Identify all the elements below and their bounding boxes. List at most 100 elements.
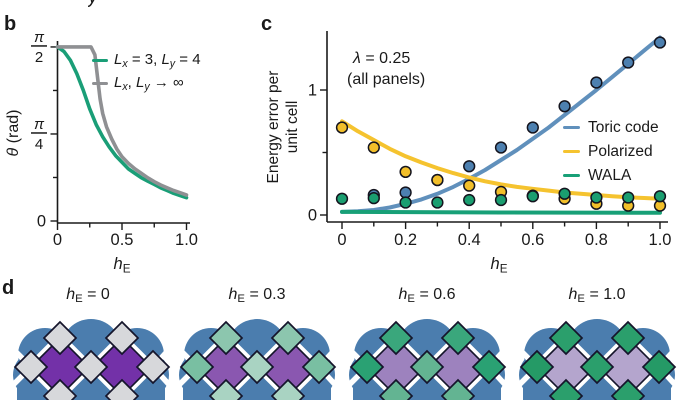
vertex-diamond [239, 349, 275, 385]
data-point [622, 56, 635, 69]
series-line-0 [55, 45, 189, 200]
data-point [399, 165, 412, 179]
x-tick-label: 0.2 [394, 231, 417, 249]
lattice-label-h06: hE = 0.6 [398, 286, 456, 306]
data-point [367, 141, 380, 154]
legend-swatch [92, 58, 108, 63]
panel-c-annotation: λ = 0.25 (all panels) [347, 48, 425, 90]
vertex-diamond [42, 378, 78, 400]
legend-label: WALA [588, 166, 632, 184]
legend-label: Lx, Ly → ∞ [114, 73, 184, 93]
data-point [399, 186, 412, 199]
legend-swatch [563, 149, 580, 154]
lattice-1 [172, 319, 343, 400]
data-point [431, 173, 444, 187]
lattice-2 [342, 319, 513, 400]
legend-item: Lx = 3, Ly = 4 [92, 51, 201, 70]
vertex-diamond [135, 349, 171, 385]
vertex-diamond [579, 349, 615, 385]
dots-2 [335, 187, 667, 209]
panel-c-legend: Toric code Polarized WALA [563, 118, 659, 185]
panel-c-y-axis-title: Energy error per unit cell [264, 42, 302, 212]
legend-item: Toric code [563, 118, 659, 137]
legend-item: WALA [563, 166, 659, 185]
vertex-diamond [440, 320, 476, 356]
vertex-diamond [104, 320, 140, 356]
y-axis-title-line2: unit cell [284, 100, 301, 154]
legend-swatch [563, 125, 580, 130]
lattice-label-h0: hE = 0 [66, 286, 110, 306]
panel-b-legend: Lx = 3, Ly = 4 Lx, Ly → ∞ [92, 51, 201, 93]
panel-b-label: b [4, 13, 17, 35]
data-point [463, 160, 476, 173]
x-tick-label: 0 [337, 231, 346, 249]
vertex-diamond [440, 378, 476, 400]
data-point [558, 100, 571, 113]
y-tick-fraction-den: 2 [35, 49, 43, 66]
vertex-diamond [179, 349, 215, 385]
data-point [526, 121, 539, 134]
lattice-label-h10: hE = 1.0 [568, 286, 626, 306]
vertex-diamond [13, 349, 49, 385]
vertex-diamond [471, 349, 507, 385]
panel-b-plot: 0 0.5 1.0 0 π 4 π 2 [31, 29, 198, 249]
y-tick-label: 0 [37, 213, 46, 231]
panel-c-plot: 0 0.2 0.4 0.6 0.8 1.0 0 1 [308, 31, 672, 249]
data-point [590, 76, 603, 89]
panel-c-x-axis-title: hE [490, 255, 508, 276]
x-tick-label: 1.0 [649, 231, 672, 249]
vertex-diamond [104, 378, 140, 400]
legend-swatch [92, 81, 108, 86]
data-point [653, 36, 667, 49]
vertex-diamond [349, 349, 385, 385]
lattice-0 [6, 319, 177, 400]
panel-b-x-axis-title: hE [113, 255, 131, 276]
legend-item: Lx, Ly → ∞ [92, 74, 201, 93]
vertex-diamond [641, 349, 677, 385]
vertex-diamond [409, 349, 445, 385]
legend-label: Lx = 3, Ly = 4 [114, 51, 201, 70]
vertex-diamond [378, 378, 414, 400]
data-point [463, 179, 476, 192]
vertex-diamond [42, 320, 78, 356]
data-point [494, 141, 508, 154]
data-point [494, 193, 508, 207]
vertex-diamond [610, 320, 646, 356]
y-tick-label: 0 [308, 207, 317, 225]
fit-line-1 [340, 119, 662, 201]
panel-c-label: c [261, 13, 273, 35]
y-tick-label: 1 [308, 82, 317, 100]
vertex-diamond [270, 320, 306, 356]
legend-swatch [563, 173, 580, 178]
x-tick-label: 0 [53, 231, 62, 249]
y-tick-fraction-num: π [34, 29, 45, 46]
x-tick-label: 0.5 [111, 231, 134, 249]
fit-line-2 [340, 209, 662, 215]
lattice-label-h03: hE = 0.3 [228, 286, 286, 306]
y-tick-fraction-num: π [34, 116, 45, 133]
legend-item: Polarized [563, 142, 659, 161]
vertex-diamond [73, 349, 109, 385]
x-tick-label: 0.6 [521, 231, 544, 249]
x-tick-label: 1.0 [175, 231, 198, 249]
vertex-diamond [519, 349, 555, 385]
data-point [558, 187, 571, 200]
vertex-diamond [378, 320, 414, 356]
vertex-diamond [610, 378, 646, 400]
vertex-diamond [548, 320, 584, 356]
data-point [590, 191, 603, 204]
vertex-diamond [301, 349, 337, 385]
annotation-line2: (all panels) [347, 71, 426, 88]
legend-label: Polarized [588, 142, 653, 160]
annotation-line1: λ = 0.25 [353, 50, 411, 67]
vertex-diamond [208, 378, 244, 400]
data-point [622, 191, 635, 204]
lattice-3 [512, 319, 683, 400]
data-point [431, 196, 444, 209]
legend-label: Toric code [588, 118, 659, 136]
cropped-text-fragment: y [88, 0, 112, 8]
y-axis-title-line1: Energy error per [265, 70, 282, 184]
vertex-diamond [208, 320, 244, 356]
